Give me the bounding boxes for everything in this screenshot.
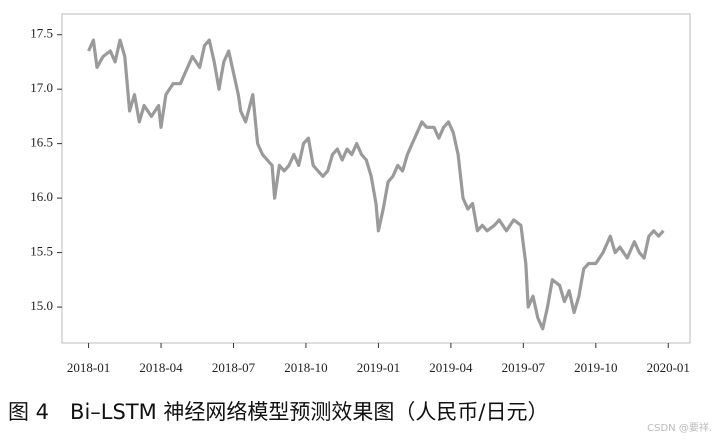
y-tick-label: 16.5 bbox=[30, 135, 53, 150]
x-tick-label: 2019-01 bbox=[357, 360, 400, 375]
x-tick-label: 2020-01 bbox=[647, 360, 690, 375]
x-tick-label: 2018-07 bbox=[212, 360, 256, 375]
x-tick-label: 2019-07 bbox=[502, 360, 546, 375]
x-tick-label: 2018-04 bbox=[139, 360, 183, 375]
line-series bbox=[87, 38, 665, 331]
y-tick-label: 17.0 bbox=[30, 80, 53, 95]
x-tick-label: 2019-10 bbox=[574, 360, 617, 375]
y-tick-label: 16.0 bbox=[30, 189, 53, 204]
plot-frame bbox=[61, 13, 691, 344]
caption: 图 4 Bi–LSTM 神经网络模型预测效果图（人民币/日元） bbox=[8, 400, 549, 424]
y-tick-label: 15.0 bbox=[30, 298, 53, 313]
y-tick-label: 15.5 bbox=[30, 244, 53, 259]
x-tick-label: 2018-01 bbox=[67, 360, 110, 375]
watermark: CSDN @要祥. bbox=[647, 421, 712, 434]
y-tick-label: 17.5 bbox=[30, 26, 53, 41]
x-tick-label: 2018-10 bbox=[284, 360, 327, 375]
x-tick-label: 2019-04 bbox=[429, 360, 473, 375]
